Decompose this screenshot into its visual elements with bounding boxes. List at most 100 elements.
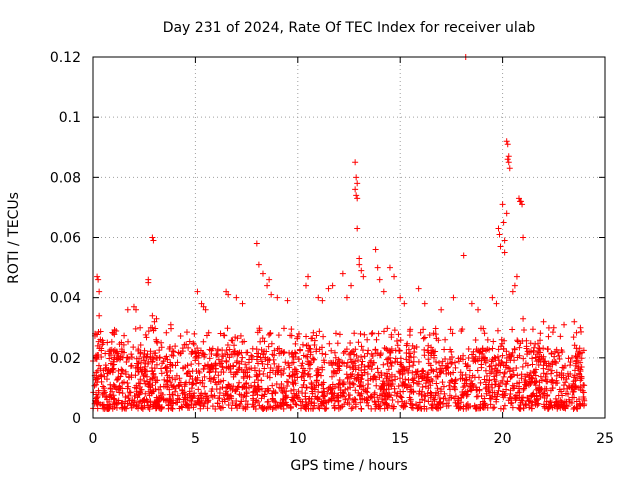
data-point bbox=[137, 349, 144, 356]
data-point bbox=[464, 400, 471, 407]
data-point bbox=[415, 358, 422, 365]
data-point bbox=[555, 392, 562, 399]
data-point bbox=[549, 404, 556, 411]
data-point bbox=[516, 389, 523, 396]
data-point bbox=[367, 375, 374, 382]
data-point bbox=[267, 329, 274, 336]
data-point bbox=[537, 349, 544, 356]
data-point bbox=[420, 326, 427, 333]
data-point bbox=[401, 367, 408, 374]
data-point bbox=[377, 351, 384, 358]
data-point bbox=[472, 337, 479, 344]
data-point bbox=[514, 337, 521, 344]
data-point bbox=[374, 350, 381, 357]
data-point bbox=[373, 336, 380, 343]
data-point bbox=[392, 347, 399, 354]
data-point bbox=[330, 369, 337, 376]
data-point bbox=[201, 400, 208, 407]
data-point bbox=[342, 348, 349, 355]
data-point bbox=[319, 364, 326, 371]
data-point bbox=[256, 402, 263, 409]
data-point bbox=[406, 332, 413, 339]
data-point bbox=[163, 329, 170, 336]
data-point bbox=[189, 381, 196, 388]
data-point bbox=[351, 330, 358, 337]
data-point bbox=[364, 385, 371, 392]
data-point bbox=[428, 404, 435, 411]
data-point bbox=[194, 377, 201, 384]
data-point bbox=[259, 270, 266, 277]
data-point bbox=[500, 373, 507, 380]
data-point bbox=[348, 349, 355, 356]
data-point bbox=[153, 336, 160, 343]
data-point bbox=[371, 373, 378, 380]
data-point bbox=[391, 273, 398, 280]
data-point bbox=[464, 363, 471, 370]
data-point bbox=[96, 312, 103, 319]
data-point bbox=[332, 330, 339, 337]
data-point bbox=[538, 377, 545, 384]
data-point bbox=[493, 300, 500, 307]
data-point bbox=[455, 355, 462, 362]
data-point bbox=[369, 330, 376, 337]
data-point bbox=[491, 404, 498, 411]
data-point bbox=[384, 325, 391, 332]
data-point bbox=[181, 341, 188, 348]
data-point bbox=[129, 354, 136, 361]
data-point bbox=[339, 389, 346, 396]
data-point bbox=[433, 380, 440, 387]
data-point bbox=[459, 375, 466, 382]
data-point bbox=[94, 394, 101, 401]
data-point bbox=[421, 346, 428, 353]
data-point bbox=[201, 351, 208, 358]
data-point bbox=[581, 397, 588, 404]
data-point bbox=[308, 399, 315, 406]
data-point bbox=[382, 395, 389, 402]
data-point bbox=[503, 138, 510, 145]
data-point bbox=[184, 370, 191, 377]
data-point bbox=[499, 352, 506, 359]
data-point bbox=[554, 403, 561, 410]
data-point bbox=[119, 390, 126, 397]
data-point bbox=[178, 403, 185, 410]
data-point bbox=[326, 384, 333, 391]
data-point bbox=[577, 350, 584, 357]
data-point bbox=[451, 395, 458, 402]
data-point bbox=[343, 294, 350, 301]
data-point bbox=[371, 389, 378, 396]
data-point bbox=[244, 349, 251, 356]
data-point bbox=[174, 392, 181, 399]
data-point bbox=[296, 396, 303, 403]
data-point bbox=[436, 369, 443, 376]
data-point bbox=[176, 381, 183, 388]
data-point bbox=[359, 347, 366, 354]
data-point bbox=[352, 366, 359, 373]
data-point bbox=[243, 379, 250, 386]
data-point bbox=[562, 390, 569, 397]
data-point bbox=[325, 285, 332, 292]
data-point bbox=[352, 186, 359, 193]
data-point bbox=[495, 357, 502, 364]
data-point bbox=[295, 388, 302, 395]
data-point bbox=[537, 337, 544, 344]
data-point bbox=[459, 326, 466, 333]
data-point bbox=[138, 403, 145, 410]
data-point bbox=[368, 405, 375, 412]
data-point bbox=[523, 382, 530, 389]
data-point bbox=[196, 398, 203, 405]
data-point bbox=[530, 370, 537, 377]
data-point bbox=[147, 402, 154, 409]
data-point bbox=[573, 398, 580, 405]
data-point bbox=[419, 367, 426, 374]
data-point bbox=[358, 354, 365, 361]
data-point bbox=[487, 370, 494, 377]
data-point bbox=[143, 334, 150, 341]
data-point bbox=[187, 372, 194, 379]
data-point bbox=[315, 388, 322, 395]
data-point bbox=[500, 219, 507, 226]
data-point bbox=[421, 334, 428, 341]
data-point bbox=[165, 401, 172, 408]
data-point bbox=[389, 380, 396, 387]
data-point bbox=[571, 394, 578, 401]
data-point bbox=[302, 405, 309, 412]
